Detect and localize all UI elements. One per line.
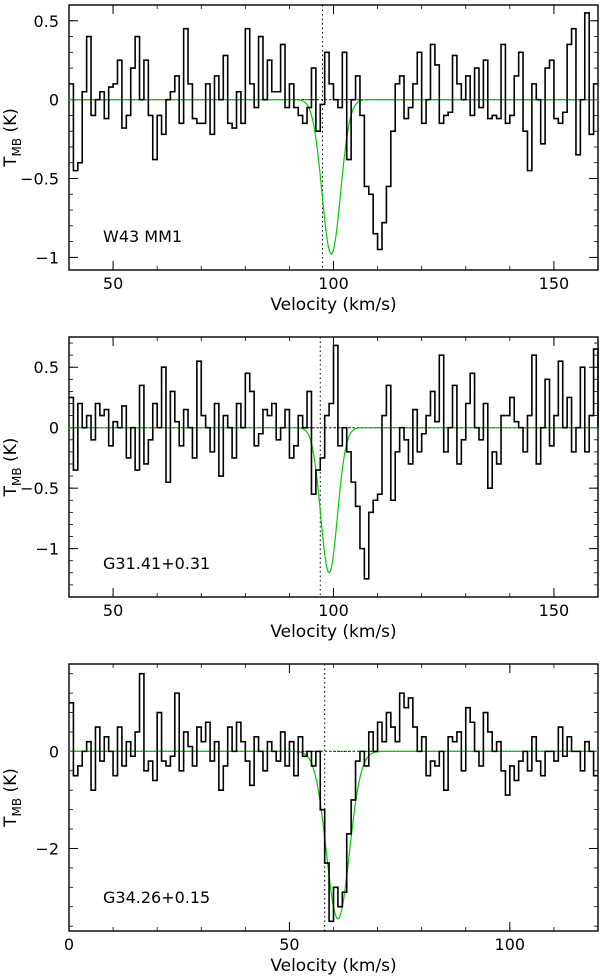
x-tick-label: 0 — [64, 935, 74, 954]
y-tick-label: 0 — [49, 419, 59, 438]
source-label: W43 MM1 — [103, 227, 182, 246]
x-tick-label: 50 — [103, 274, 123, 293]
y-tick-label: 0 — [49, 742, 59, 761]
x-tick-label: 150 — [539, 601, 570, 620]
spectrum-line — [69, 344, 599, 580]
y-axis-label: TMB (K) — [1, 438, 24, 498]
y-tick-label: 0 — [49, 91, 59, 110]
x-axis-label: Velocity (km/s) — [270, 956, 396, 976]
y-tick-label: −1 — [35, 248, 59, 267]
y-axis-label: TMB (K) — [1, 768, 24, 828]
y-tick-label: −1 — [35, 540, 59, 559]
x-tick-label: 50 — [103, 601, 123, 620]
x-tick-label: 100 — [318, 601, 349, 620]
spectrum-line — [69, 12, 598, 251]
x-tick-label: 100 — [495, 935, 526, 954]
y-axis-label: TMB (K) — [1, 108, 24, 168]
gaussian-fit-line — [69, 99, 598, 256]
y-tick-label: −2 — [35, 839, 59, 858]
spectrum-line — [69, 672, 598, 923]
y-tick-label: −0.5 — [20, 479, 59, 498]
x-axis-label: Velocity (km/s) — [270, 622, 396, 642]
y-tick-label: 0.5 — [34, 358, 59, 377]
x-axis-label: Velocity (km/s) — [270, 295, 396, 315]
x-tick-label: 150 — [539, 274, 570, 293]
panel-g31-41: 50 100 150 −1 −0.5 0 0.5 Velocity (km/s) TMB (K)… — [1, 336, 599, 642]
panel-w43-mm1: 50 100 150 −1 −0.5 0 0.5 Velocity (km/s) TMB (K)… — [1, 4, 599, 315]
x-tick-label: 100 — [318, 274, 349, 293]
source-label: G31.41+0.31 — [103, 554, 210, 573]
y-tick-label: −0.5 — [20, 170, 59, 189]
source-label: G34.26+0.15 — [103, 888, 210, 907]
y-tick-label: 0.5 — [34, 12, 59, 31]
x-tick-label: 50 — [279, 935, 299, 954]
panel-g34-26: 0 50 100 −2 0 Velocity (km/s) TMB (K) G34.26+0.… — [1, 663, 599, 976]
